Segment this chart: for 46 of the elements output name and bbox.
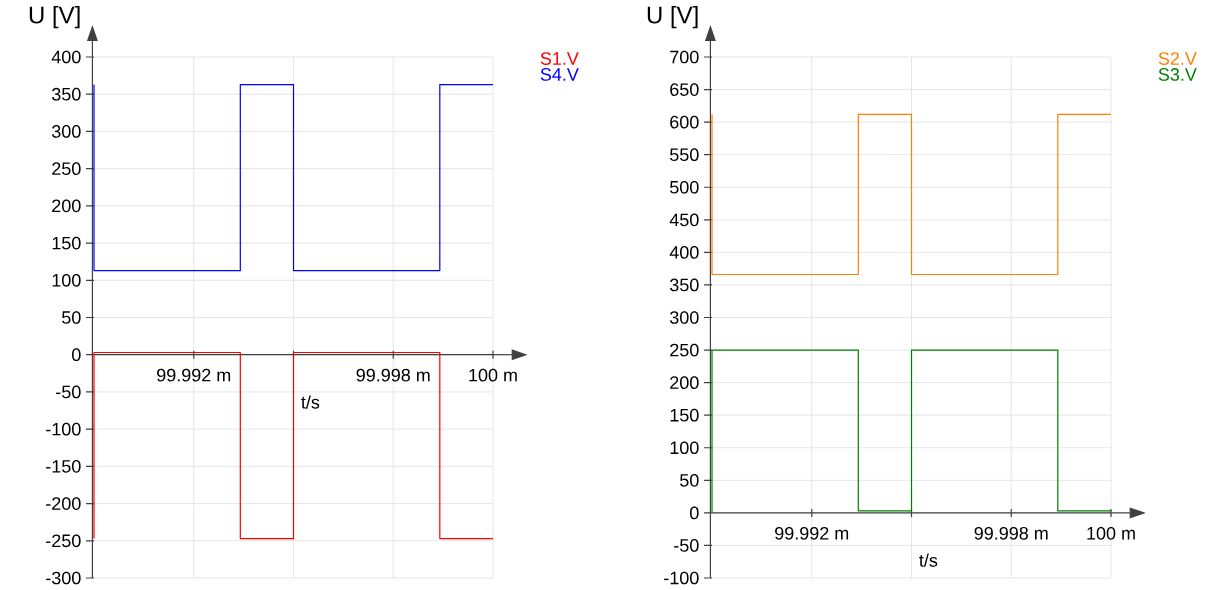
y-tick-label: 350 xyxy=(51,87,81,101)
text: S1.V xyxy=(540,52,579,65)
y-tick-label: 650 xyxy=(670,83,699,96)
y-tick-label: -50 xyxy=(674,539,699,552)
y-tick-label: 550 xyxy=(670,148,699,162)
y-tick-label: 0 xyxy=(72,348,81,362)
y-tick-label: -300 xyxy=(46,571,81,585)
x-tick-label: 100 m xyxy=(1087,526,1135,540)
x-tick-label: 100 m xyxy=(469,368,517,382)
y-tick-label: 250 xyxy=(670,343,699,357)
text: S4.V xyxy=(540,68,579,81)
x-tick-label: 99.992 m xyxy=(775,526,849,540)
y-tick-label: -150 xyxy=(46,459,81,473)
y-tick-label: -100 xyxy=(664,571,699,585)
text: S3.V xyxy=(1158,68,1197,81)
y-tick-label: 350 xyxy=(669,278,699,292)
y-tick-label: 450 xyxy=(669,213,699,227)
y-tick-label: 600 xyxy=(670,115,699,129)
y-tick-label: 200 xyxy=(52,199,81,213)
y-tick-label: 100 xyxy=(52,273,81,287)
x-axis-title: t/s xyxy=(919,553,938,567)
x-tick-label: 99.992 m xyxy=(157,368,231,382)
x-tick-label: 99.998 m xyxy=(356,368,430,382)
y-tick-label: -250 xyxy=(46,534,81,548)
y-tick-label: 300 xyxy=(669,311,699,324)
y-tick-label: 400 xyxy=(669,246,699,259)
x-tick-label: 99.998 m xyxy=(974,526,1048,540)
text: S2.V xyxy=(1158,52,1197,65)
y-tick-label: 100 xyxy=(670,441,699,455)
y-tick-label: 400 xyxy=(51,50,81,64)
y-tick-label: 50 xyxy=(62,311,81,324)
y-tick-label: 200 xyxy=(670,376,699,389)
x-axis-title: t/s xyxy=(301,395,320,409)
y-axis-title: U [V] xyxy=(29,5,80,29)
y-axis-title: U [V] xyxy=(647,5,698,29)
y-tick-label: 150 xyxy=(52,236,81,250)
y-tick-label: 700 xyxy=(670,50,699,64)
y-tick-label: 250 xyxy=(52,162,81,176)
y-tick-label: -50 xyxy=(56,385,81,399)
y-tick-label: -100 xyxy=(46,422,81,436)
y-tick-label: 50 xyxy=(680,473,699,487)
y-tick-label: 0 xyxy=(690,506,699,520)
y-tick-label: 300 xyxy=(51,125,81,138)
y-tick-label: -200 xyxy=(46,497,81,510)
y-tick-label: 150 xyxy=(670,408,699,422)
y-tick-label: 500 xyxy=(670,180,699,194)
